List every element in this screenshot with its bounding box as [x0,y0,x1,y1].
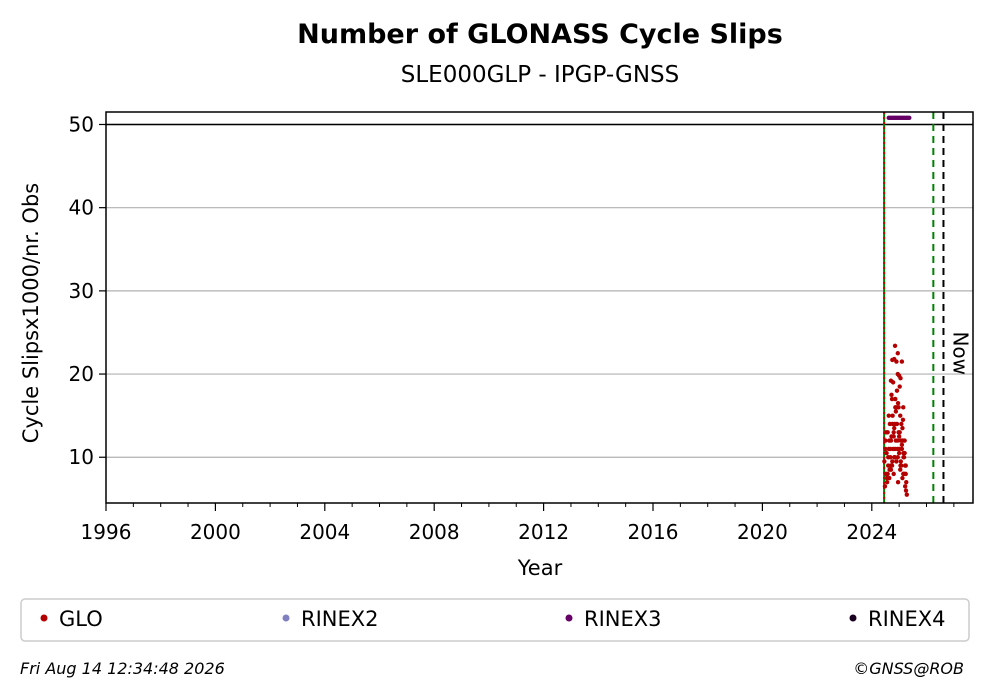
data-point-glo [888,378,894,383]
legend-label-rinex4: RINEX4 [868,607,946,631]
data-point-glo [897,384,902,389]
data-point-glo [896,430,901,435]
legend-label-rinex2: RINEX2 [301,607,379,631]
data-point-glo [884,450,889,456]
x-tick-label: 2024 [846,520,897,544]
data-point-glo [891,471,896,477]
data-point-glo [903,471,908,477]
legend-label-glo: GLO [59,607,103,631]
x-tick-label: 2012 [518,520,569,544]
data-point-glo [895,480,901,485]
data-point-glo [888,463,894,468]
data-point-glo [887,438,892,443]
legend-frame [20,598,970,642]
data-point-glo [894,388,900,393]
data-point-glo [889,396,895,402]
data-point-glo [892,455,897,460]
data-point-glo [898,413,903,418]
legend: GLO RINEX2 RINEX3 RINEX4 [20,598,970,642]
data-point-glo [890,459,895,464]
y-tick-label: 10 [69,445,94,469]
y-tick-label: 30 [69,279,94,303]
data-point-glo [882,459,887,464]
data-point-glo [893,409,899,414]
data-point-glo [889,392,894,398]
data-point-glo [883,446,888,452]
y-tick-label: 50 [69,112,94,136]
data-point-glo [902,463,908,468]
x-tick-label: 2020 [737,520,788,544]
data-point-glo [890,413,895,418]
legend-marker-rinex3 [565,614,573,622]
data-point-glo [883,430,889,435]
data-point-glo [900,425,905,431]
data-point-glo [894,459,899,464]
footer-timestamp: Fri Aug 14 12:34:48 2026 [20,659,225,678]
x-tick-label: 2000 [190,520,241,544]
data-point-glo [900,438,906,443]
data-point-glo [904,492,910,497]
data-point-glo [895,438,900,443]
x-tick-label: 2016 [628,520,679,544]
data-point-glo [884,480,890,485]
data-point-glo [901,405,906,410]
data-point-glo [898,463,903,468]
chart-subtitle: SLE000GLP - IPGP-GNSS [401,62,679,88]
legend-marker-rinex4 [849,614,857,622]
chart-title: Number of GLONASS Cycle Slips [297,19,783,50]
data-point-glo [893,396,898,402]
legend-marker-rinex2 [282,614,290,622]
footer-copyright: ©GNSS@ROB [853,659,964,678]
data-point-glo [886,455,891,460]
data-point-glo [883,438,888,443]
data-point-glo [885,471,890,477]
data-point-glo [896,450,902,456]
data-point-glo [899,421,904,427]
data-point-glo [895,455,900,460]
data-point-glo [904,480,909,485]
x-tick-label: 2008 [409,520,460,544]
data-point-glo [884,475,890,481]
data-point-glo [892,446,898,452]
data-point-glo [899,442,905,447]
y-tick-label: 20 [69,362,94,386]
x-tick-label: 1996 [81,520,132,544]
data-point-glo [892,343,898,348]
legend-marker-glo [40,614,48,622]
x-axis-label: Year [517,556,563,580]
y-tick-label: 40 [69,196,94,220]
x-tick-label: 2004 [299,520,350,544]
data-point-glo [886,413,891,418]
now-label: Now [948,331,972,375]
data-point-glo [895,400,901,406]
data-point-glo [892,421,897,427]
data-point-glo [891,434,896,439]
data-point-rinex3 [907,115,912,121]
data-point-glo [893,405,898,410]
y-axis-label: Cycle Slipsx1000/nr. Obs [19,183,43,443]
plot-frame [105,111,974,504]
data-point-glo [898,459,903,464]
data-point-glo [896,373,902,378]
data-point-glo [901,455,907,460]
data-point-glo [896,446,902,452]
data-point-glo [900,417,906,423]
data-point-glo [900,475,905,481]
data-point-glo [901,450,906,456]
data-point-glo [887,467,892,472]
data-point-glo [902,484,908,489]
data-point-glo [892,425,897,431]
data-point-glo [882,484,888,489]
data-point-glo [898,467,903,472]
data-point-glo [895,351,900,356]
plot-area: 10 20 30 40 50 1996 2000 2004 2008 2012 2016 2020 20… [69,111,974,544]
data-point-glo [899,359,905,364]
data-point-glo [903,488,909,493]
data-point-glo [892,356,897,362]
data-point-glo [888,446,893,452]
data-point-glo [891,430,896,435]
legend-label-rinex3: RINEX3 [584,607,662,631]
data-point-glo [896,434,902,439]
